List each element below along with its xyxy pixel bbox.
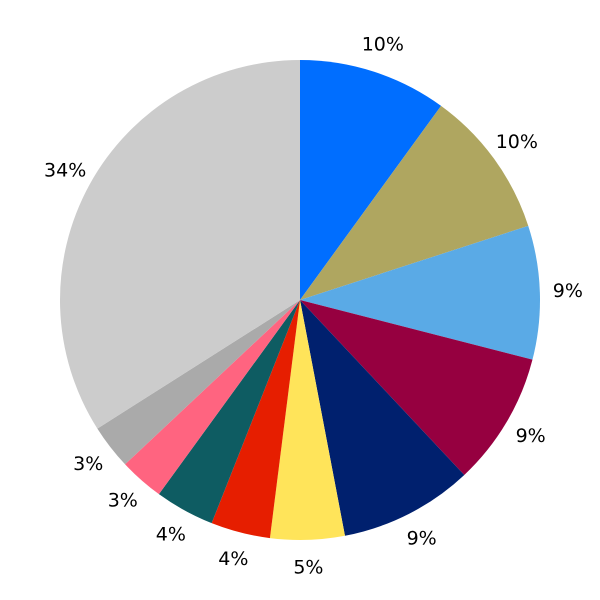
slice-label: 5% — [293, 556, 323, 578]
pie-slice — [300, 300, 465, 536]
pie-slice — [60, 60, 300, 429]
slice-label: 10% — [362, 34, 404, 56]
slice-label: 9% — [407, 527, 437, 549]
pie-slice — [300, 60, 442, 300]
pie-slice — [211, 300, 300, 539]
pie-slice — [300, 225, 540, 360]
slice-label: 4% — [218, 548, 248, 570]
pie-slice — [269, 300, 345, 541]
slice-label: 3% — [73, 453, 103, 475]
pie-slice — [300, 300, 533, 475]
pie-slice — [158, 300, 300, 524]
slice-label: 9% — [553, 280, 583, 302]
pie-slice — [125, 300, 300, 495]
slice-label: 34% — [44, 159, 86, 181]
slice-label: 3% — [108, 490, 138, 512]
slice-label: 4% — [156, 523, 186, 545]
pie-slice — [300, 105, 529, 300]
slice-label: 9% — [516, 425, 546, 447]
slice-label: 10% — [496, 131, 538, 153]
pie-slice — [97, 300, 300, 465]
